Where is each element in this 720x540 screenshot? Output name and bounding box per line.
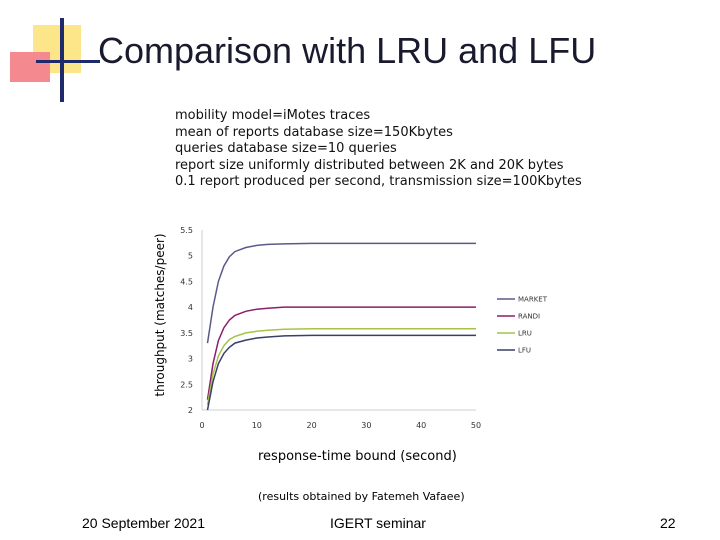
series-line-randi <box>206 306 476 400</box>
y-tick-label: 4.5 <box>180 277 193 286</box>
x-tick-label: 40 <box>416 421 426 430</box>
param-line: queries database size=10 queries <box>175 141 397 156</box>
param-line: report size uniformly distributed betwee… <box>175 157 564 173</box>
series-line-lfu <box>206 334 476 411</box>
parameter-list: mobility model=iMotes traces mean of rep… <box>175 108 582 191</box>
series-line-lru <box>206 327 476 406</box>
y-tick-label: 3.5 <box>180 329 193 338</box>
page-number: 22 <box>660 515 676 531</box>
decor-horizontal-line <box>36 60 100 63</box>
slide-title: Comparison with LRU and LFU <box>98 30 597 71</box>
series-line-market <box>206 242 476 344</box>
legend-label-lru: LRU <box>518 330 532 338</box>
x-tick-label: 0 <box>199 421 204 430</box>
legend-label-randi: RANDI <box>518 313 540 321</box>
y-tick-label: 5.5 <box>180 226 193 235</box>
decor-red-square <box>10 52 50 82</box>
y-tick-label: 4 <box>188 303 193 312</box>
x-axis-label: response-time bound (second) <box>258 449 457 464</box>
y-tick-label: 2.5 <box>180 380 193 389</box>
x-tick-label: 50 <box>471 421 481 430</box>
x-tick-label: 10 <box>252 421 262 430</box>
y-tick-label: 3 <box>188 355 193 364</box>
results-credit: (results obtained by Fatemeh Vafaee) <box>258 490 465 503</box>
y-tick-label: 5 <box>188 252 193 261</box>
x-tick-label: 20 <box>307 421 317 430</box>
y-tick-label: 2 <box>188 406 193 415</box>
footer-event: IGERT seminar <box>330 515 426 531</box>
param-line: mean of reports database size=150Kbytes <box>175 124 453 140</box>
legend-label-lfu: LFU <box>518 347 531 355</box>
param-line: mobility model=iMotes traces <box>175 108 371 123</box>
param-line: 0.1 report produced per second, transmis… <box>175 174 582 189</box>
legend-label-market: MARKET <box>518 296 548 304</box>
x-tick-label: 30 <box>361 421 371 430</box>
y-axis-label: throughput (matches/peer) <box>153 233 167 397</box>
footer-date: 20 September 2021 <box>82 515 205 531</box>
